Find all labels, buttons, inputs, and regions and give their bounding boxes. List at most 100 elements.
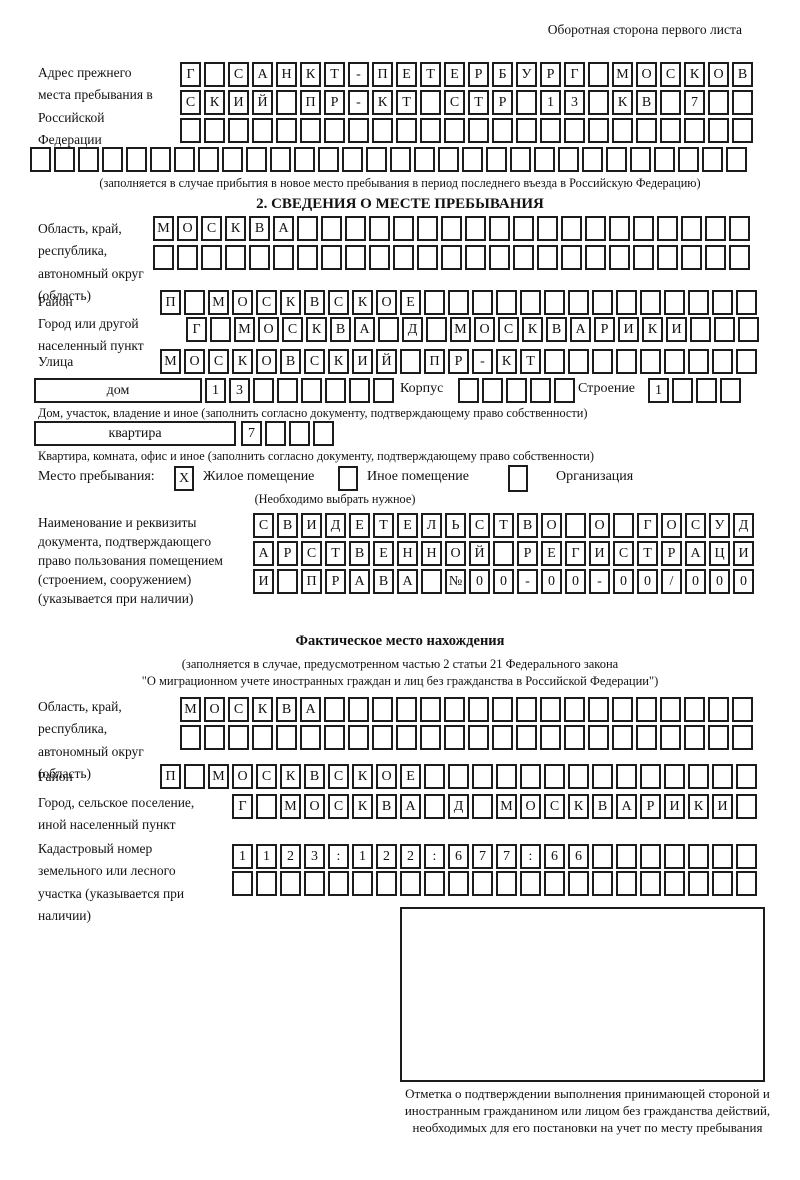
char-box[interactable] bbox=[349, 378, 370, 403]
char-box[interactable] bbox=[204, 118, 225, 143]
char-box[interactable] bbox=[633, 216, 654, 241]
char-box[interactable]: Р bbox=[277, 541, 298, 566]
char-box[interactable]: Г bbox=[564, 62, 585, 87]
char-box[interactable] bbox=[201, 245, 222, 270]
char-box[interactable]: Е bbox=[349, 513, 370, 538]
char-box[interactable] bbox=[688, 290, 709, 315]
char-box[interactable]: М bbox=[280, 794, 301, 819]
char-box[interactable]: К bbox=[225, 216, 246, 241]
char-box[interactable]: Е bbox=[397, 513, 418, 538]
char-box[interactable] bbox=[276, 118, 297, 143]
char-box[interactable]: К bbox=[204, 90, 225, 115]
char-box[interactable]: А bbox=[252, 62, 273, 87]
char-box[interactable]: О bbox=[376, 764, 397, 789]
char-box[interactable] bbox=[520, 871, 541, 896]
char-box[interactable] bbox=[153, 245, 174, 270]
char-box[interactable]: Р bbox=[640, 794, 661, 819]
char-box[interactable] bbox=[712, 290, 733, 315]
char-box[interactable]: Г bbox=[637, 513, 658, 538]
char-box[interactable]: О bbox=[541, 513, 562, 538]
char-box[interactable] bbox=[660, 118, 681, 143]
char-box[interactable]: Е bbox=[541, 541, 562, 566]
char-box[interactable]: Р bbox=[325, 569, 346, 594]
char-box[interactable] bbox=[492, 697, 513, 722]
char-box[interactable]: П bbox=[424, 349, 445, 374]
char-box[interactable] bbox=[537, 245, 558, 270]
char-box[interactable] bbox=[492, 725, 513, 750]
char-box[interactable]: 0 bbox=[733, 569, 754, 594]
char-box[interactable] bbox=[444, 118, 465, 143]
char-box[interactable] bbox=[729, 216, 750, 241]
char-box[interactable] bbox=[660, 697, 681, 722]
char-box[interactable]: 7 bbox=[496, 844, 517, 869]
char-box[interactable] bbox=[732, 725, 753, 750]
char-box[interactable]: В bbox=[349, 541, 370, 566]
char-box[interactable] bbox=[396, 118, 417, 143]
char-box[interactable] bbox=[276, 725, 297, 750]
char-box[interactable]: Г bbox=[565, 541, 586, 566]
char-box[interactable]: К bbox=[522, 317, 543, 342]
char-box[interactable]: : bbox=[424, 844, 445, 869]
char-box[interactable] bbox=[513, 245, 534, 270]
char-box[interactable]: Й bbox=[376, 349, 397, 374]
char-box[interactable] bbox=[592, 871, 613, 896]
char-box[interactable] bbox=[372, 697, 393, 722]
char-box[interactable] bbox=[585, 216, 606, 241]
char-box[interactable]: Р bbox=[448, 349, 469, 374]
char-box[interactable] bbox=[640, 844, 661, 869]
char-box[interactable] bbox=[729, 245, 750, 270]
char-box[interactable]: В bbox=[330, 317, 351, 342]
char-box[interactable]: Е bbox=[373, 541, 394, 566]
char-box[interactable] bbox=[400, 349, 421, 374]
char-box[interactable] bbox=[348, 697, 369, 722]
char-box[interactable] bbox=[345, 245, 366, 270]
char-box[interactable] bbox=[393, 245, 414, 270]
char-box[interactable]: К bbox=[642, 317, 663, 342]
char-box[interactable]: 0 bbox=[469, 569, 490, 594]
char-box[interactable] bbox=[444, 725, 465, 750]
char-box[interactable]: И bbox=[618, 317, 639, 342]
char-box[interactable] bbox=[660, 725, 681, 750]
char-box[interactable] bbox=[246, 147, 267, 172]
char-box[interactable] bbox=[256, 794, 277, 819]
char-box[interactable]: С bbox=[328, 290, 349, 315]
char-box[interactable] bbox=[448, 764, 469, 789]
char-box[interactable] bbox=[304, 871, 325, 896]
char-box[interactable] bbox=[252, 725, 273, 750]
char-box[interactable] bbox=[222, 147, 243, 172]
char-box[interactable] bbox=[489, 216, 510, 241]
char-box[interactable] bbox=[256, 871, 277, 896]
char-box[interactable] bbox=[664, 290, 685, 315]
char-box[interactable]: И bbox=[666, 317, 687, 342]
char-box[interactable]: К bbox=[280, 290, 301, 315]
char-box[interactable]: О bbox=[376, 290, 397, 315]
char-box[interactable]: 7 bbox=[472, 844, 493, 869]
char-box[interactable] bbox=[396, 725, 417, 750]
char-box[interactable] bbox=[568, 764, 589, 789]
char-box[interactable] bbox=[376, 871, 397, 896]
char-box[interactable] bbox=[654, 147, 675, 172]
char-box[interactable] bbox=[520, 764, 541, 789]
char-box[interactable] bbox=[417, 245, 438, 270]
char-box[interactable]: С bbox=[660, 62, 681, 87]
char-box[interactable]: С bbox=[685, 513, 706, 538]
char-box[interactable] bbox=[540, 697, 561, 722]
char-box[interactable] bbox=[736, 844, 757, 869]
char-box[interactable]: А bbox=[253, 541, 274, 566]
char-box[interactable]: Л bbox=[421, 513, 442, 538]
char-box[interactable]: 1 bbox=[256, 844, 277, 869]
char-box[interactable]: И bbox=[301, 513, 322, 538]
char-box[interactable] bbox=[558, 147, 579, 172]
char-box[interactable]: О bbox=[520, 794, 541, 819]
char-box[interactable] bbox=[606, 147, 627, 172]
char-box[interactable] bbox=[705, 216, 726, 241]
char-box[interactable]: А bbox=[397, 569, 418, 594]
char-box[interactable] bbox=[420, 90, 441, 115]
char-box[interactable] bbox=[705, 245, 726, 270]
char-box[interactable] bbox=[265, 421, 286, 446]
char-box[interactable] bbox=[684, 118, 705, 143]
